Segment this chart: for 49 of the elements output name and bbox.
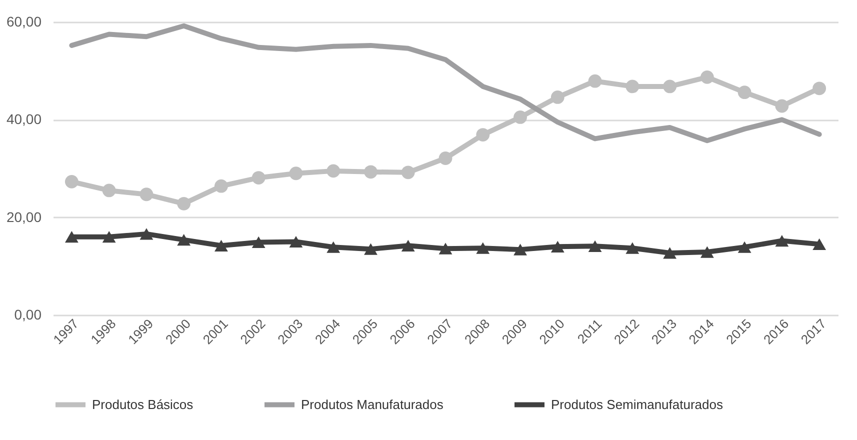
point [140, 228, 154, 240]
point [364, 243, 378, 255]
y-tick-label: 20,00 [6, 208, 42, 225]
point [438, 242, 452, 254]
y-tick-label: 0,00 [14, 306, 42, 322]
point [289, 236, 303, 248]
point [700, 70, 714, 84]
point [514, 244, 527, 256]
point [775, 234, 789, 247]
point [64, 174, 78, 188]
point [252, 171, 266, 184]
point [214, 240, 228, 252]
point [177, 234, 191, 246]
y-tick-label: 60,00 [6, 14, 42, 30]
point [140, 188, 154, 202]
point [102, 184, 116, 198]
point [401, 166, 415, 180]
point [588, 240, 602, 252]
point [550, 240, 564, 252]
point [64, 231, 78, 243]
point [476, 128, 490, 142]
point [663, 80, 676, 94]
point [401, 240, 415, 252]
point [550, 90, 564, 104]
point [812, 238, 826, 250]
point [252, 236, 266, 248]
point [812, 82, 826, 96]
point [214, 179, 228, 193]
legend-label: Produtos Básicos [92, 396, 194, 412]
legend-label: Produtos Semimanufaturados [551, 396, 724, 412]
point [476, 242, 490, 254]
point [700, 246, 714, 258]
point [626, 242, 640, 254]
point [364, 165, 378, 179]
point [102, 231, 116, 243]
point [289, 166, 303, 180]
point [775, 99, 789, 113]
point [663, 247, 676, 259]
point [438, 152, 452, 165]
point [738, 241, 752, 253]
legend-label: Produtos Manufaturados [301, 396, 444, 412]
point [177, 196, 191, 210]
point [326, 241, 340, 253]
point [626, 80, 640, 94]
point [326, 164, 340, 178]
point [514, 110, 527, 124]
point [588, 74, 602, 88]
point [738, 86, 752, 100]
y-tick-label: 40,00 [6, 111, 42, 128]
